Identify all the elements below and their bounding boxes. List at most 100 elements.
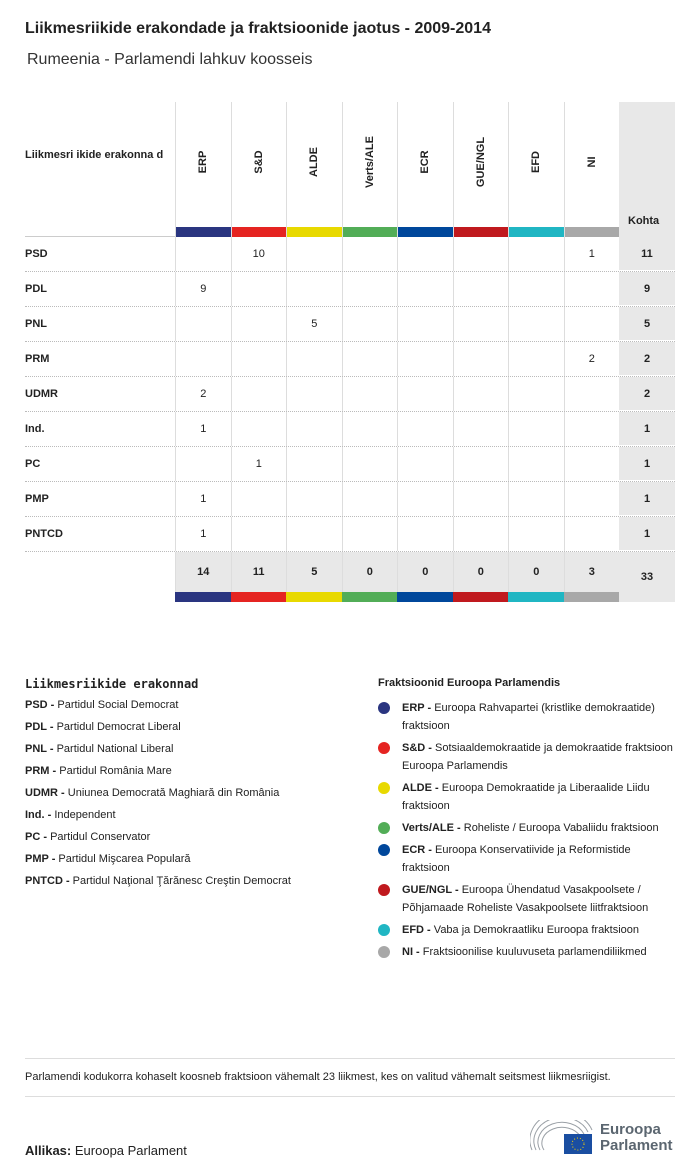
group-color-bar (453, 227, 508, 237)
group-abbr: NI - (402, 946, 420, 958)
party-legend-item: UDMR - Uniunea Democrată Maghiară din Ro… (25, 787, 291, 809)
seat-cell: 2 (563, 342, 620, 376)
group-color-bar (175, 592, 231, 602)
row-total: 2 (619, 342, 675, 376)
source: Allikas: Euroopa Parlament (25, 1143, 187, 1158)
party-abbr: Ind. - (25, 809, 52, 821)
group-color-dot-icon (378, 884, 390, 896)
group-label: NI (585, 156, 598, 168)
seat-cell (563, 377, 620, 411)
seat-cell (563, 272, 620, 306)
table-row: PNL 5 5 (25, 307, 675, 342)
group-color-dot-icon (378, 924, 390, 936)
party-abbr: PNL - (25, 743, 54, 755)
seat-cell (508, 272, 564, 306)
table-row: PC 1 1 (25, 447, 675, 482)
seat-cell (397, 377, 453, 411)
party-label: PRM (25, 353, 50, 365)
seat-cell: 1 (230, 447, 287, 481)
group-total: 0 (452, 552, 508, 592)
table-row: PRM 2 2 (25, 342, 675, 377)
seat-cell (452, 307, 509, 341)
group-color-bar (231, 227, 286, 237)
group-label: GUE/NGL (474, 136, 487, 188)
group-legend-item: Verts/ALE - Roheliste / Euroopa Vabaliid… (378, 819, 678, 837)
group-color-bar (342, 227, 397, 237)
party-name: Partidul National Liberal (56, 743, 174, 755)
seat-cell (286, 482, 342, 516)
party-name: Partidul România Mare (59, 765, 172, 777)
seat-cell (286, 447, 342, 481)
party-abbr: PNTCD - (25, 875, 70, 887)
party-legend-item: PRM - Partidul România Mare (25, 765, 291, 787)
party-name: Partidul Naţional Ţărănesc Creştin Democ… (72, 875, 291, 887)
group-legend-item: S&D - Sotsiaaldemokraatide ja demokraati… (378, 739, 678, 775)
group-color-dot-icon (378, 822, 390, 834)
seat-cell (230, 342, 287, 376)
group-column-header: GUE/NGL (452, 102, 508, 237)
group-color-dot-icon (378, 844, 390, 856)
group-label: ALDE (308, 147, 321, 177)
row-total: 11 (619, 237, 675, 271)
group-total: 14 (175, 552, 231, 592)
seat-cell (286, 272, 342, 306)
party-legend-item: PNL - Partidul National Liberal (25, 743, 291, 765)
seat-cell (341, 237, 398, 271)
group-abbr: EFD - (402, 924, 431, 936)
group-legend-title: Fraktsioonid Euroopa Parlamendis (378, 677, 561, 689)
group-legend-text: ECR - Euroopa Konservatiivide ja Reformi… (402, 841, 678, 877)
group-legend: Fraktsioonid Euroopa Parlamendis ERP - E… (378, 677, 678, 965)
group-column-header: ERP (175, 102, 231, 237)
party-name: Partidul Democrat Liberal (56, 721, 181, 733)
group-label: S&D (252, 150, 265, 174)
seat-cell (508, 377, 564, 411)
party-legend-item: PDL - Partidul Democrat Liberal (25, 721, 291, 743)
seat-cell (341, 377, 398, 411)
party-legend-item: Ind. - Independent (25, 809, 291, 831)
seat-cell (452, 272, 509, 306)
party-abbr: PSD - (25, 699, 55, 711)
group-abbr: ALDE - (402, 782, 439, 794)
totals-row: 14 11 5 0 0 0 0 3 33 (25, 552, 675, 602)
seat-cell (341, 307, 398, 341)
bottom-color-bars (25, 592, 675, 602)
group-name: Euroopa Demokraatide ja Liberaalide Liid… (402, 782, 650, 812)
group-color-bar (397, 592, 453, 602)
seat-cell (563, 517, 620, 551)
group-total: 0 (341, 552, 397, 592)
group-abbr: Verts/ALE - (402, 822, 461, 834)
party-label: Ind. (25, 423, 45, 435)
seat-cell (341, 447, 398, 481)
footnote: Parlamendi kodukorra kohaselt koosneb fr… (25, 1058, 675, 1097)
spacer (25, 592, 175, 602)
seat-cell: 9 (175, 272, 231, 306)
seat-cell (286, 517, 342, 551)
group-color-dot-icon (378, 742, 390, 754)
group-color-bar (341, 592, 397, 602)
distribution-table: Liikmesri ikide erakonna d ERP S&D ALDE Vert… (25, 102, 675, 602)
page-subtitle: Rumeenia - Parlamendi lahkuv koosseis (27, 51, 313, 68)
seat-cell (397, 272, 453, 306)
group-label: EFD (530, 151, 543, 173)
seat-cell (452, 342, 509, 376)
seat-cell (341, 482, 398, 516)
party-legend-item: PMP - Partidul Mişcarea Populară (25, 853, 291, 875)
party-name: Partidul Social Democrat (57, 699, 179, 711)
seat-cell (397, 447, 453, 481)
seat-cell (452, 412, 509, 446)
party-abbr: PC - (25, 831, 47, 843)
group-column-header: ALDE (286, 102, 342, 237)
row-total: 1 (619, 447, 675, 481)
row-header-label: Liikmesri ikide erakonna d (25, 102, 175, 237)
seat-cell: 1 (175, 517, 231, 551)
group-color-dot-icon (378, 946, 390, 958)
group-color-bar (230, 592, 286, 602)
group-total: 3 (563, 552, 619, 592)
seat-cell: 1 (563, 237, 620, 271)
group-name: Fraktsioonilise kuuluvuseta parlamendili… (422, 946, 647, 958)
group-color-bar (398, 227, 453, 237)
seat-cell (508, 482, 564, 516)
seat-cell (286, 412, 342, 446)
group-legend-item: ERP - Euroopa Rahvapartei (kristlike dem… (378, 699, 678, 735)
group-abbr: ERP - (402, 702, 432, 714)
